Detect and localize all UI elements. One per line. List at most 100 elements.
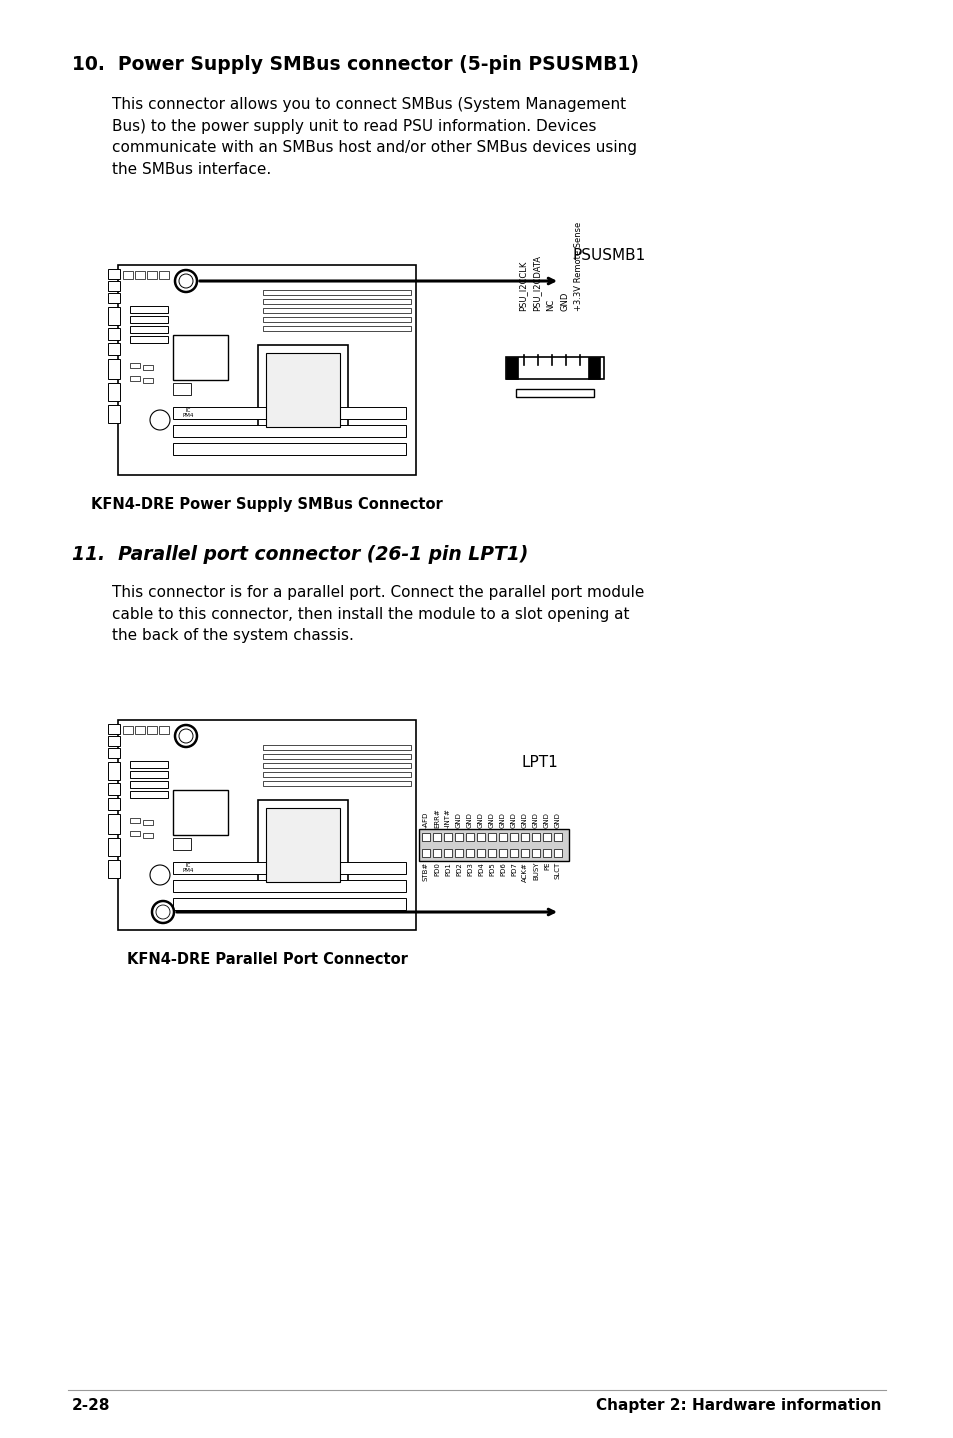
Bar [532, 833, 539, 841]
Bar [118, 265, 416, 475]
Text: BUSY: BUSY [533, 861, 538, 880]
Circle shape [156, 905, 170, 919]
Bar [159, 270, 169, 279]
Bar [172, 426, 406, 437]
Text: PD4: PD4 [477, 861, 483, 876]
Text: GND: GND [521, 812, 527, 828]
Bar [587, 357, 599, 380]
Bar [147, 270, 157, 279]
Text: KFN4-DRE Parallel Port Connector: KFN4-DRE Parallel Port Connector [127, 952, 407, 966]
Bar [554, 848, 561, 857]
Bar [130, 306, 168, 313]
Bar [108, 736, 120, 746]
Bar [108, 306, 120, 325]
Text: PE: PE [543, 861, 550, 870]
Bar [172, 407, 406, 418]
Bar [532, 848, 539, 857]
Bar [108, 293, 120, 303]
Bar [130, 375, 140, 381]
Text: -AFD: -AFD [422, 811, 429, 828]
Bar [266, 352, 339, 427]
Text: GND: GND [456, 812, 461, 828]
Bar [465, 848, 474, 857]
Bar [443, 833, 452, 841]
Bar [465, 833, 474, 841]
Circle shape [152, 902, 173, 923]
Bar [498, 848, 506, 857]
Text: ERR#: ERR# [434, 808, 439, 828]
Bar [263, 299, 411, 303]
Bar [172, 880, 406, 892]
Bar [488, 848, 496, 857]
Text: LPT1: LPT1 [521, 755, 558, 769]
Text: PD5: PD5 [489, 861, 495, 876]
Bar [108, 723, 120, 733]
Bar [130, 316, 168, 324]
Bar [476, 833, 484, 841]
Text: PD6: PD6 [499, 861, 505, 876]
Text: ACK#: ACK# [521, 861, 527, 881]
Bar [159, 726, 169, 733]
Bar [108, 860, 120, 879]
Bar [505, 357, 517, 380]
Text: PD3: PD3 [467, 861, 473, 876]
Text: 11.  Parallel port connector (26-1 pin LPT1): 11. Parallel port connector (26-1 pin LP… [71, 545, 528, 564]
Text: PD1: PD1 [444, 861, 451, 876]
Bar [516, 390, 594, 397]
Bar [143, 833, 152, 838]
Bar [130, 336, 168, 344]
Circle shape [150, 410, 170, 430]
Text: PD7: PD7 [511, 861, 517, 876]
Bar [257, 345, 348, 436]
Bar [443, 848, 452, 857]
Bar [143, 378, 152, 383]
Bar [172, 443, 406, 454]
Bar [505, 357, 603, 380]
Text: IC
PM4: IC PM4 [182, 863, 193, 873]
Bar [143, 820, 152, 825]
Bar [263, 772, 411, 777]
Text: NC: NC [546, 299, 555, 311]
Bar [418, 828, 568, 861]
Bar [172, 789, 228, 835]
Bar [130, 362, 140, 368]
Bar [130, 818, 140, 823]
Bar [263, 290, 411, 295]
Text: PD2: PD2 [456, 861, 461, 876]
Bar [263, 316, 411, 322]
Text: GND: GND [533, 812, 538, 828]
Bar [266, 808, 339, 881]
Bar [135, 726, 145, 733]
Text: Chapter 2: Hardware information: Chapter 2: Hardware information [596, 1398, 882, 1414]
Bar [455, 848, 462, 857]
Text: This connector allows you to connect SMBus (System Management
Bus) to the power : This connector allows you to connect SMB… [112, 96, 637, 177]
Bar [510, 848, 517, 857]
Bar [520, 833, 529, 841]
Circle shape [150, 866, 170, 884]
Bar [123, 726, 132, 733]
Bar [130, 771, 168, 778]
Text: +3.3V Remote Sense: +3.3V Remote Sense [574, 221, 583, 311]
Bar [130, 761, 168, 768]
Bar [172, 861, 406, 874]
Bar [130, 831, 140, 835]
Bar [263, 764, 411, 768]
Bar [172, 335, 228, 380]
Bar [263, 308, 411, 313]
Text: PSU_I2CCLK: PSU_I2CCLK [518, 260, 527, 311]
Bar [108, 748, 120, 758]
Bar [108, 406, 120, 423]
Bar [118, 720, 416, 930]
Bar [488, 833, 496, 841]
Circle shape [174, 725, 196, 746]
Bar [130, 791, 168, 798]
Bar [108, 360, 120, 380]
Text: PSU_I2CDATA: PSU_I2CDATA [532, 255, 541, 311]
Bar [108, 784, 120, 795]
Bar [108, 798, 120, 810]
Bar [108, 269, 120, 279]
Bar [498, 833, 506, 841]
Circle shape [179, 729, 193, 743]
Bar [108, 762, 120, 779]
Bar [263, 781, 411, 787]
